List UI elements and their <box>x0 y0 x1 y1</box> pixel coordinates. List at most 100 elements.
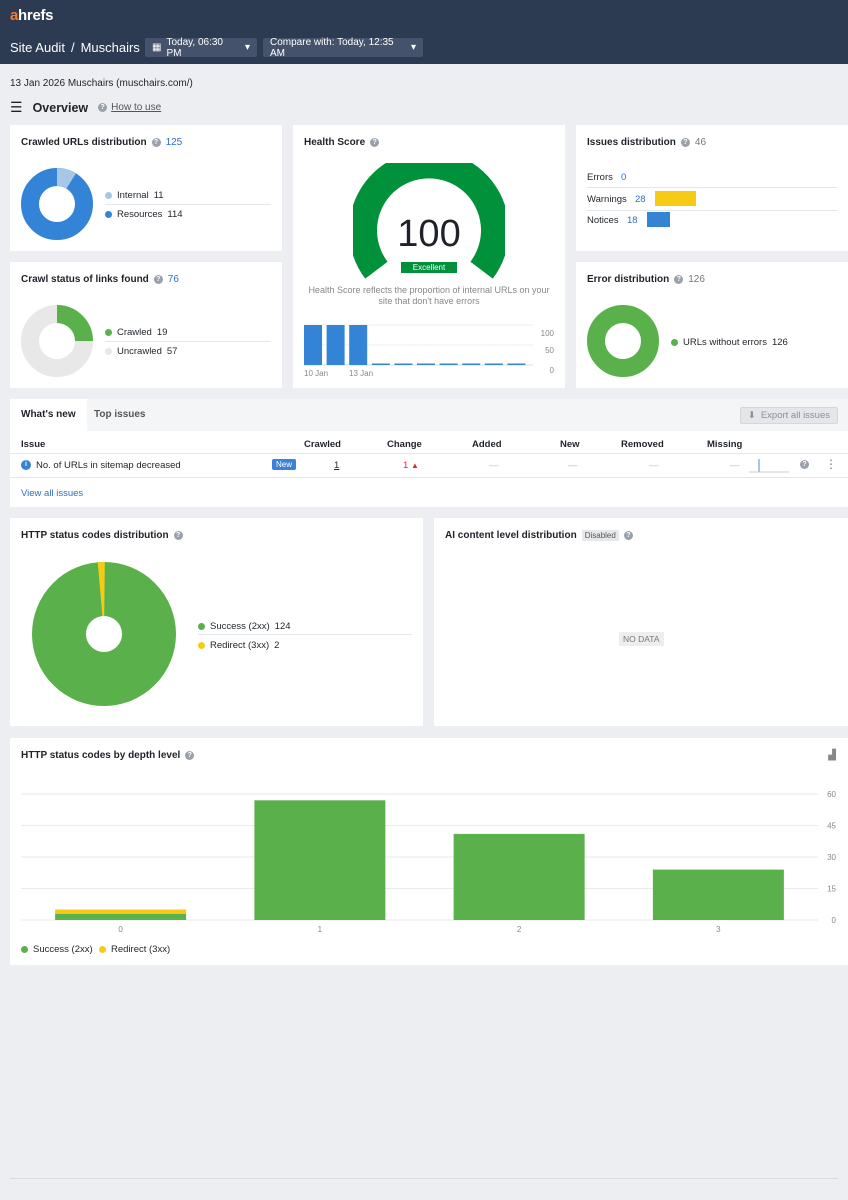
y-tick-label: 60 <box>827 790 836 799</box>
health-badge: Excellent <box>401 262 457 273</box>
chevron-down-icon: ▾ <box>410 42 416 53</box>
card-title: HTTP status codes by depth level <box>21 750 181 761</box>
footer-divider <box>10 1178 838 1179</box>
column-missing[interactable]: Missing <box>707 439 743 450</box>
legend-crawled[interactable]: Crawled 19 <box>105 327 167 338</box>
legend-success[interactable]: Success (2xx) <box>21 944 93 955</box>
total-count[interactable]: 76 <box>167 274 179 285</box>
warnings-label: Warnings <box>587 194 627 205</box>
health-bar <box>439 363 458 365</box>
health-bar <box>371 363 390 365</box>
help-icon[interactable]: ? <box>153 275 163 284</box>
help-icon[interactable]: ? <box>800 460 809 469</box>
health-history-chart <box>304 324 533 366</box>
total-count[interactable]: 125 <box>165 137 183 148</box>
help-icon[interactable]: ? <box>151 138 161 147</box>
ahrefs-logo[interactable]: ahrefs <box>10 7 54 24</box>
crawl-info: 13 Jan 2026 Muschairs (muschairs.com/) <box>10 78 193 89</box>
export-all-issues-button[interactable]: ⬇ Export all issues <box>739 407 838 424</box>
issue-name[interactable]: No. of URLs in sitemap decreased <box>36 460 181 471</box>
card-title: Crawled URLs distribution <box>21 137 147 148</box>
legend-redirect[interactable]: Redirect (3xx) 2 <box>198 640 279 651</box>
compare-select-button[interactable]: Compare with: Today, 12:35 AM ▾ <box>263 37 423 59</box>
up-arrow-icon: ▲ <box>410 461 419 470</box>
http-status-card: HTTP status codes distribution ? Success… <box>10 518 423 726</box>
total-count: 46 <box>694 137 707 148</box>
help-icon[interactable]: ? <box>370 138 380 147</box>
tab-top-issues[interactable]: Top issues <box>94 409 146 420</box>
card-title: Issues distribution <box>587 137 676 148</box>
no-errors-slice <box>587 305 659 377</box>
help-icon[interactable]: ? <box>680 138 690 147</box>
breadcrumb-project[interactable]: Muschairs <box>80 40 140 55</box>
bar-success-2xx--depth-3 <box>652 869 784 920</box>
y-tick-label: 15 <box>827 885 836 894</box>
no-data-label: NO DATA <box>619 632 664 646</box>
new-value: — <box>568 460 578 471</box>
column-crawled[interactable]: Crawled <box>304 439 341 450</box>
legend-urls-without-errors[interactable]: URLs without errors 126 <box>671 337 788 348</box>
y-tick-label: 100 <box>540 329 554 338</box>
x-tick-label: 13 Jan <box>349 369 374 378</box>
warnings-bar[interactable] <box>655 191 696 206</box>
legend-internal[interactable]: Internal 11 <box>105 190 164 201</box>
issues-distribution-card: Issues distribution ? 46 Errors 0 Warnin… <box>576 125 848 251</box>
errors-count[interactable]: 0 <box>621 172 627 183</box>
column-removed[interactable]: Removed <box>621 439 664 450</box>
chart-type-icon[interactable]: ▟ <box>828 750 836 761</box>
health-bar <box>484 363 503 365</box>
notices-label: Notices <box>587 215 619 226</box>
crawled-urls-donut <box>21 168 93 240</box>
how-to-use-link[interactable]: ? How to use <box>98 102 161 113</box>
menu-icon[interactable]: ☰ <box>10 99 23 115</box>
column-change[interactable]: Change <box>387 439 422 450</box>
notices-bar[interactable] <box>647 212 670 227</box>
legend-success[interactable]: Success (2xx) 124 <box>198 621 291 632</box>
redirect-slice <box>32 562 176 706</box>
more-options-icon[interactable]: ⋮ <box>825 457 837 471</box>
y-tick-label: 0 <box>832 916 837 925</box>
view-all-issues-link[interactable]: View all issues <box>21 488 84 499</box>
card-title: Crawl status of links found <box>21 274 149 285</box>
health-score-card: Health Score ? 100 Excellent Health Scor… <box>293 125 565 388</box>
breadcrumb-separator: / <box>70 40 75 55</box>
help-icon[interactable]: ? <box>674 275 684 284</box>
x-tick-label: 3 <box>716 925 721 934</box>
bar-success-2xx--depth-2 <box>453 833 585 920</box>
gauge-arc <box>353 163 505 279</box>
help-icon: ? <box>98 103 108 112</box>
crawled-value[interactable]: 1 <box>334 460 340 471</box>
http-by-depth-card: HTTP status codes by depth level ? ▟ 60 4… <box>10 738 848 965</box>
change-value: 1 ▲ <box>403 460 419 471</box>
date-select-button[interactable]: ▦ Today, 06:30 PM ▾ <box>145 37 257 59</box>
breadcrumb-site-audit[interactable]: Site Audit <box>10 40 65 55</box>
notices-count[interactable]: 18 <box>627 215 638 226</box>
x-tick-label: 10 Jan <box>304 369 329 378</box>
page-title: Overview <box>32 100 89 115</box>
legend-resources[interactable]: Resources 114 <box>105 209 183 220</box>
depth-bar-chart: 60 45 30 15 0 0 1 2 3 <box>21 790 837 934</box>
missing-value: — <box>730 460 740 471</box>
health-score-value: 100 <box>397 213 461 255</box>
x-tick-label: 2 <box>517 925 522 934</box>
crawled-urls-card: Crawled URLs distribution ? 125 Internal… <box>10 125 282 251</box>
column-added[interactable]: Added <box>472 439 502 450</box>
card-title: Health Score <box>304 137 366 148</box>
tab-whats-new[interactable]: What's new <box>10 399 87 431</box>
legend-redirect[interactable]: Redirect (3xx) <box>99 944 170 955</box>
calendar-icon: ▦ <box>152 42 162 53</box>
legend-uncrawled[interactable]: Uncrawled 57 <box>105 346 177 357</box>
warnings-count[interactable]: 28 <box>635 194 646 205</box>
y-tick-label: 30 <box>827 853 836 862</box>
help-icon[interactable]: ? <box>185 751 195 760</box>
internal-slice <box>21 168 93 240</box>
bar-success-2xx--depth-0 <box>55 913 187 920</box>
health-bar <box>304 325 322 365</box>
column-new[interactable]: New <box>560 439 580 450</box>
top-bar: ahrefs Site Audit / Muschairs ▦ Today, 0… <box>0 0 848 64</box>
column-issue[interactable]: Issue <box>21 439 46 450</box>
y-tick-label: 50 <box>545 346 554 355</box>
help-icon[interactable]: ? <box>623 531 633 540</box>
removed-value: — <box>649 460 659 471</box>
help-icon[interactable]: ? <box>173 531 183 540</box>
